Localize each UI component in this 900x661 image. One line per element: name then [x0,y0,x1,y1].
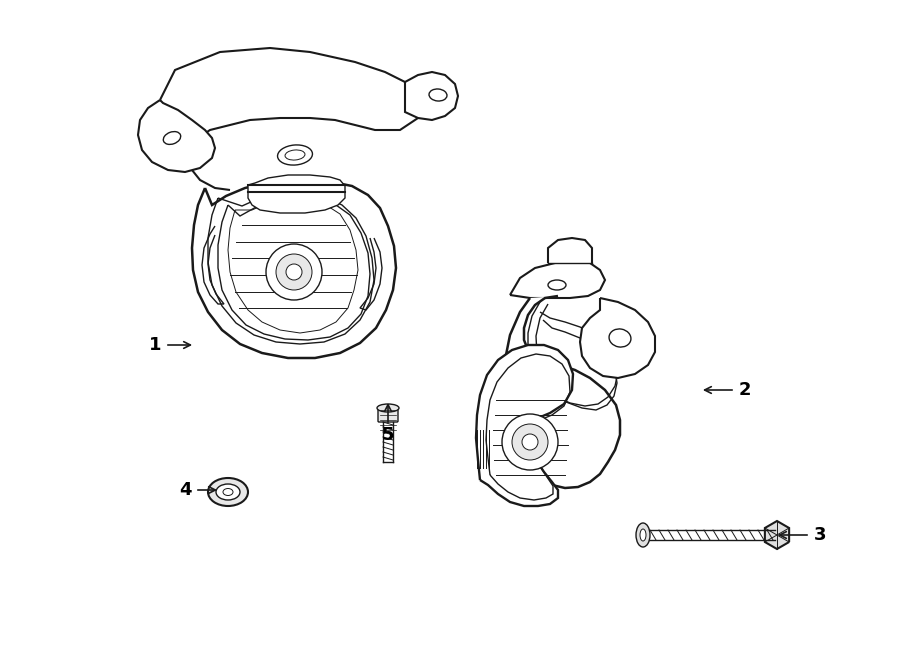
Ellipse shape [429,89,447,101]
Text: 1: 1 [148,336,161,354]
PathPatch shape [192,180,396,358]
Ellipse shape [609,329,631,347]
Circle shape [286,264,302,280]
PathPatch shape [138,100,215,172]
Text: 2: 2 [739,381,752,399]
Ellipse shape [216,484,240,500]
Ellipse shape [285,150,305,160]
Text: 5: 5 [382,426,394,444]
Ellipse shape [277,145,312,165]
Text: 3: 3 [814,526,826,544]
PathPatch shape [476,345,573,506]
Ellipse shape [377,404,399,412]
PathPatch shape [405,72,458,120]
Circle shape [276,254,312,290]
Ellipse shape [223,488,233,496]
Ellipse shape [163,132,181,144]
Text: 4: 4 [179,481,191,499]
Ellipse shape [208,478,248,506]
Circle shape [266,244,322,300]
PathPatch shape [510,262,605,298]
PathPatch shape [548,238,592,263]
PathPatch shape [580,298,655,378]
Circle shape [502,414,558,470]
Ellipse shape [548,280,566,290]
PathPatch shape [765,521,789,549]
Ellipse shape [636,523,650,547]
Circle shape [512,424,548,460]
PathPatch shape [160,48,420,190]
PathPatch shape [505,296,620,488]
PathPatch shape [484,362,558,492]
FancyBboxPatch shape [378,409,398,422]
PathPatch shape [248,175,345,213]
Ellipse shape [640,529,646,541]
Circle shape [522,434,538,450]
